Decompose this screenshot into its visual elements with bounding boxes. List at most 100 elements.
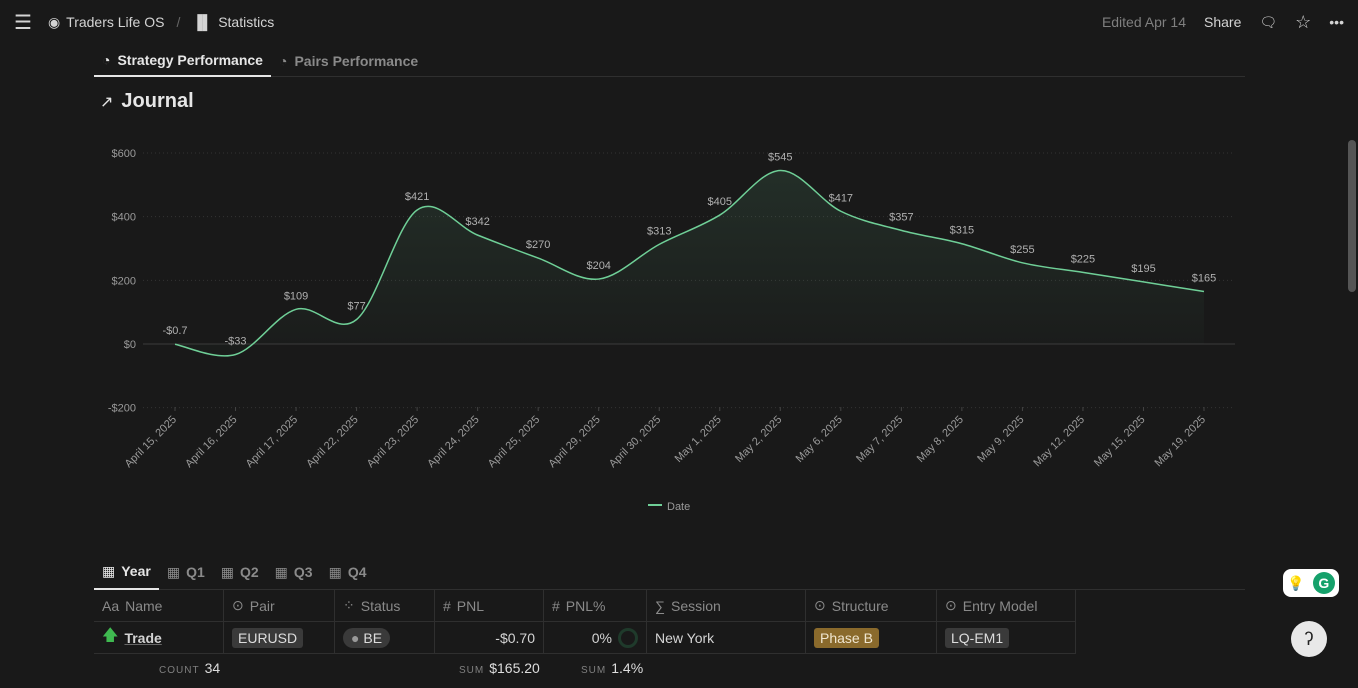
x-tick-label: May 15, 2025 [1092, 414, 1148, 470]
table-row[interactable]: 🡅 Trade EURUSD ● BE -$0.70 0% New York Ph… [94, 622, 1076, 654]
column-label: Entry Model [962, 597, 1038, 614]
x-tick-label: May 7, 2025 [854, 414, 905, 465]
count-label: COUNT [159, 665, 200, 676]
data-point[interactable] [294, 307, 298, 311]
view-tab-q3[interactable]: ▦ Q3 [267, 554, 321, 590]
trade-name[interactable]: Trade [124, 629, 162, 646]
sum-label: SUM [459, 665, 485, 676]
view-tab-q4[interactable]: ▦ Q4 [321, 554, 375, 590]
data-point[interactable] [476, 233, 480, 237]
table-icon: ▦ [102, 562, 116, 579]
data-label: -$33 [225, 336, 247, 348]
sum-label: SUM [581, 665, 607, 676]
y-tick-label: $200 [112, 275, 136, 287]
column-label: Pair [249, 597, 275, 614]
data-point[interactable] [657, 242, 661, 246]
column-header-status[interactable]: ⁘ Status [335, 590, 435, 621]
data-point[interactable] [1020, 261, 1024, 265]
table-icon: ▦ [166, 563, 181, 580]
bar-chart-icon: ▐▌ [192, 14, 213, 30]
tab-label: Pairs Performance [294, 52, 419, 69]
breadcrumb-workspace[interactable]: Traders Life OS [66, 14, 165, 30]
star-icon[interactable]: ☆ [1295, 11, 1312, 32]
column-type-icon: Aa [102, 597, 120, 614]
data-point[interactable] [597, 277, 601, 281]
area-fill [175, 170, 1204, 356]
column-type-icon: ⊙ [945, 597, 957, 613]
view-label: Year [121, 563, 151, 579]
data-label: $270 [526, 239, 550, 251]
arrow-up-icon: 🡅 [102, 627, 119, 644]
x-tick-label: April 24, 2025 [425, 414, 481, 470]
table-icon: ▦ [328, 563, 342, 580]
data-point[interactable] [355, 317, 359, 321]
column-header-name[interactable]: Aa Name [94, 590, 224, 621]
column-type-icon: ⁘ [343, 597, 355, 613]
data-label: $417 [829, 192, 853, 204]
data-point[interactable] [778, 169, 782, 173]
column-header-structure[interactable]: ⊙ Structure [806, 590, 937, 621]
column-label: Session [670, 597, 721, 614]
data-point[interactable] [718, 213, 722, 217]
edited-timestamp: Edited Apr 14 [1101, 14, 1186, 30]
column-header-pair[interactable]: ⊙ Pair [224, 590, 335, 621]
column-type-icon: ⊙ [232, 597, 244, 613]
pct-sum: 1.4% [611, 660, 644, 676]
column-header-session[interactable]: ∑ Session [647, 590, 806, 621]
data-point[interactable] [960, 242, 964, 246]
data-point[interactable] [899, 228, 903, 232]
data-point[interactable] [1081, 270, 1085, 274]
data-label: $77 [347, 300, 365, 312]
data-point[interactable] [839, 209, 843, 213]
column-header-pnl[interactable]: # PNL [435, 590, 544, 621]
progress-ring [618, 627, 638, 648]
view-tab-q1[interactable]: ▦ Q1 [159, 554, 213, 590]
status-text: BE [363, 629, 383, 646]
x-tick-label: May 19, 2025 [1153, 414, 1209, 470]
column-label: Name [125, 597, 163, 614]
assistant-avatar[interactable]: ʔ [1291, 621, 1327, 657]
pie-chart-icon: ◔ [278, 52, 288, 69]
breadcrumb-page[interactable]: Statistics [218, 14, 275, 30]
tab-pairs-performance[interactable]: ◔ Pairs Performance [271, 44, 426, 77]
column-header-entry-model[interactable]: ⊙ Entry Model [937, 590, 1076, 621]
pnl-cell: -$0.70 [435, 622, 544, 653]
data-point[interactable] [234, 353, 238, 357]
comment-icon[interactable]: 🗨 [1259, 13, 1278, 30]
data-label: $109 [284, 290, 308, 302]
legend-label[interactable]: Date [667, 501, 690, 513]
column-type-icon: ∑ [655, 597, 665, 614]
x-tick-label: April 16, 2025 [183, 414, 239, 470]
x-tick-label: April 15, 2025 [123, 414, 179, 470]
x-tick-label: May 6, 2025 [794, 414, 845, 465]
page-title[interactable]: ↗ Journal [100, 90, 194, 113]
column-label: PNL [456, 597, 485, 614]
view-tabs: ▦ Year ▦ Q1 ▦ Q2 ▦ Q3 ▦ Q4 [94, 554, 1245, 590]
page-tabs: ◔ Strategy Performance ◔ Pairs Performance [94, 44, 1245, 77]
x-tick-label: May 12, 2025 [1031, 414, 1087, 470]
x-tick-label: April 29, 2025 [546, 414, 602, 470]
status-badge: ● BE [343, 627, 391, 648]
data-label: $357 [889, 211, 913, 223]
data-point[interactable] [1141, 280, 1145, 284]
column-header-pnl-[interactable]: # PNL% [544, 590, 647, 621]
menu-icon[interactable]: ☰ [14, 11, 32, 34]
data-label: $342 [465, 216, 489, 228]
view-tab-year[interactable]: ▦ Year [94, 554, 159, 590]
entry-model-tag: LQ-EM1 [945, 627, 1010, 648]
data-point[interactable] [173, 342, 177, 346]
tab-strategy-performance[interactable]: ◔ Strategy Performance [94, 44, 271, 77]
share-button[interactable]: Share [1204, 14, 1242, 30]
column-label: Structure [831, 597, 889, 614]
view-tab-q2[interactable]: ▦ Q2 [213, 554, 267, 590]
more-icon[interactable]: ••• [1329, 14, 1344, 30]
tab-label: Strategy Performance [117, 51, 263, 68]
data-point[interactable] [536, 256, 540, 260]
pie-chart-icon: ◔ [102, 51, 111, 68]
pnl-pct: 0% [591, 629, 612, 646]
data-point[interactable] [1202, 289, 1206, 293]
grammarly-widget[interactable]: 💡 G [1283, 569, 1339, 597]
data-point[interactable] [415, 208, 419, 212]
pair-tag: EURUSD [232, 627, 304, 648]
scrollbar[interactable] [1348, 140, 1356, 292]
